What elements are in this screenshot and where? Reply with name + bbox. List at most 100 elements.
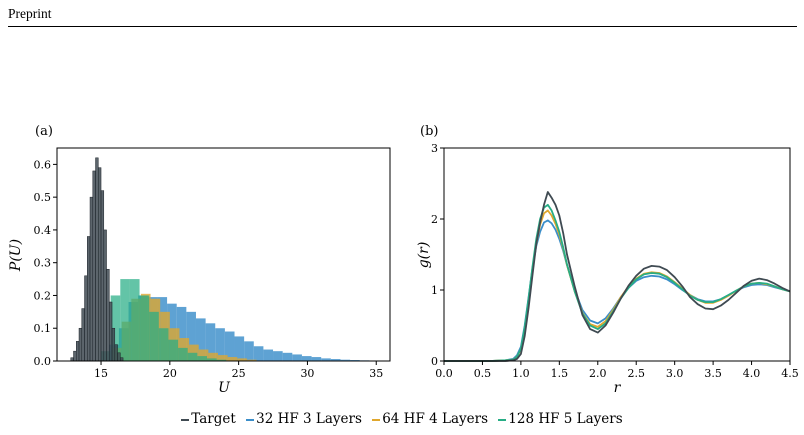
hist-bar xyxy=(237,358,247,361)
legend-item-target: Target xyxy=(181,411,236,427)
hist-bar xyxy=(282,352,293,361)
hist-bar xyxy=(215,328,225,361)
panel-a-frame xyxy=(56,147,391,362)
x-tick-label: 1.5 xyxy=(551,367,569,380)
legend-swatch-32hf xyxy=(246,418,255,421)
hist-bar xyxy=(139,295,150,361)
hist-bar xyxy=(129,279,140,361)
rdf-lines xyxy=(444,191,791,362)
hist-bar xyxy=(227,357,238,361)
hist-bar xyxy=(311,357,322,361)
x-tick-label: 20 xyxy=(163,367,177,380)
hist-bar xyxy=(111,327,116,362)
hist-bar xyxy=(158,328,169,361)
figure-legend: Target 32 HF 3 Layers 64 HF 4 Layers 128… xyxy=(0,411,804,427)
hist-bar xyxy=(92,170,96,362)
legend-label-target: Target xyxy=(191,411,236,427)
hist-bar xyxy=(109,301,113,362)
panel-a-ylabel: P(U) xyxy=(8,239,24,272)
hist-bar xyxy=(168,339,179,361)
x-tick-label: 15 xyxy=(94,367,108,380)
x-tick-label: 4.0 xyxy=(743,367,761,380)
hist-bar xyxy=(81,308,85,362)
hist-bar xyxy=(100,190,105,362)
y-tick-label: 1 xyxy=(431,284,438,297)
hist-bar xyxy=(78,327,83,362)
hist-bar xyxy=(176,306,187,361)
legend-item-64hf: 64 HF 4 Layers xyxy=(372,411,488,427)
hist-bar xyxy=(197,356,207,361)
hist-bar xyxy=(187,352,198,361)
x-tick-label: 0.0 xyxy=(435,367,453,380)
hist-bar xyxy=(178,347,188,361)
hist-bar xyxy=(253,346,264,361)
x-tick-label: 3.0 xyxy=(666,367,684,380)
y-tick-label: 0.4 xyxy=(34,224,52,237)
panel-b-xlabel: r xyxy=(614,380,622,396)
x-tick-label: 4.5 xyxy=(781,367,799,380)
y-tick-label: 2 xyxy=(431,213,438,226)
hist-bar xyxy=(198,349,209,361)
hist-bar xyxy=(321,358,331,361)
hist-bar xyxy=(120,279,130,361)
x-tick-label: 2.5 xyxy=(627,367,645,380)
hist-bar xyxy=(246,359,257,361)
hist-bar xyxy=(84,275,88,362)
hist-bar xyxy=(330,359,341,361)
hist-bar xyxy=(95,157,99,362)
y-tick-label: 0.5 xyxy=(34,191,52,204)
hist-bar xyxy=(208,352,218,361)
hist-bar xyxy=(87,236,91,362)
hist-bar xyxy=(98,167,102,362)
legend-swatch-target xyxy=(181,418,190,421)
y-tick-label: 0.1 xyxy=(34,322,52,335)
panel-b: (b) 0.0 0.5 1.0 1.5 2.0 2.5 3.0 3.5 4.0 4.5 0 1 2 3 r… xyxy=(416,124,799,396)
panel-b-ylabel: g(r) xyxy=(416,242,432,269)
page-header: Preprint xyxy=(8,6,52,21)
hist-bar xyxy=(89,196,94,362)
legend-label-64hf: 64 HF 4 Layers xyxy=(382,411,488,427)
histogram-bars xyxy=(70,157,379,362)
hist-bar xyxy=(301,356,312,361)
hist-bar xyxy=(244,341,254,361)
hist-bar xyxy=(76,341,80,362)
panel-b-ticks: 0.0 0.5 1.0 1.5 2.0 2.5 3.0 3.5 4.0 4.5 0 1 2 3 xyxy=(431,142,799,380)
hist-bar xyxy=(106,268,110,362)
y-tick-label: 0 xyxy=(431,355,438,368)
hist-bar xyxy=(205,323,216,361)
hist-bar xyxy=(217,355,228,361)
hist-bar xyxy=(224,331,235,361)
legend-swatch-64hf xyxy=(372,418,381,421)
x-tick-label: 1.0 xyxy=(512,367,530,380)
legend-item-128hf: 128 HF 5 Layers xyxy=(498,411,623,427)
legend-swatch-128hf xyxy=(498,418,507,421)
y-tick-label: 0.2 xyxy=(34,289,52,302)
rdf-line-64-hf-4-layers xyxy=(444,209,791,362)
hist-bar xyxy=(114,344,118,362)
hist-bar xyxy=(273,351,283,361)
y-tick-label: 0.0 xyxy=(34,355,52,368)
hist-bar xyxy=(216,359,227,361)
hist-bar xyxy=(340,359,351,361)
hist-bar xyxy=(195,318,206,361)
header-rule xyxy=(8,26,797,27)
hist-bar xyxy=(117,352,121,362)
hist-bar xyxy=(186,311,196,361)
x-tick-label: 2.0 xyxy=(589,367,607,380)
x-tick-label: 3.5 xyxy=(704,367,722,380)
panel-a-label: (a) xyxy=(35,124,53,139)
y-tick-label: 3 xyxy=(431,142,438,155)
y-tick-label: 0.6 xyxy=(34,158,52,171)
panel-a-xlabel: U xyxy=(218,380,231,396)
x-tick-label: 0.5 xyxy=(474,367,492,380)
panel-a: (a) 15 20 25 30 35 0.0 0.1 0.2 0.3 0.4 0.5 0.6 U P(… xyxy=(8,124,391,396)
rdf-line-128-hf-5-layers xyxy=(444,203,791,362)
panel-b-frame xyxy=(443,147,791,362)
hist-bar xyxy=(73,350,77,362)
panel-a-ticks: 15 20 25 30 35 0.0 0.1 0.2 0.3 0.4 0.5 0.6 xyxy=(34,158,384,380)
rdf-line-target xyxy=(444,191,791,362)
hist-bar xyxy=(292,354,302,361)
hist-bar xyxy=(103,229,107,362)
x-tick-label: 30 xyxy=(300,367,314,380)
